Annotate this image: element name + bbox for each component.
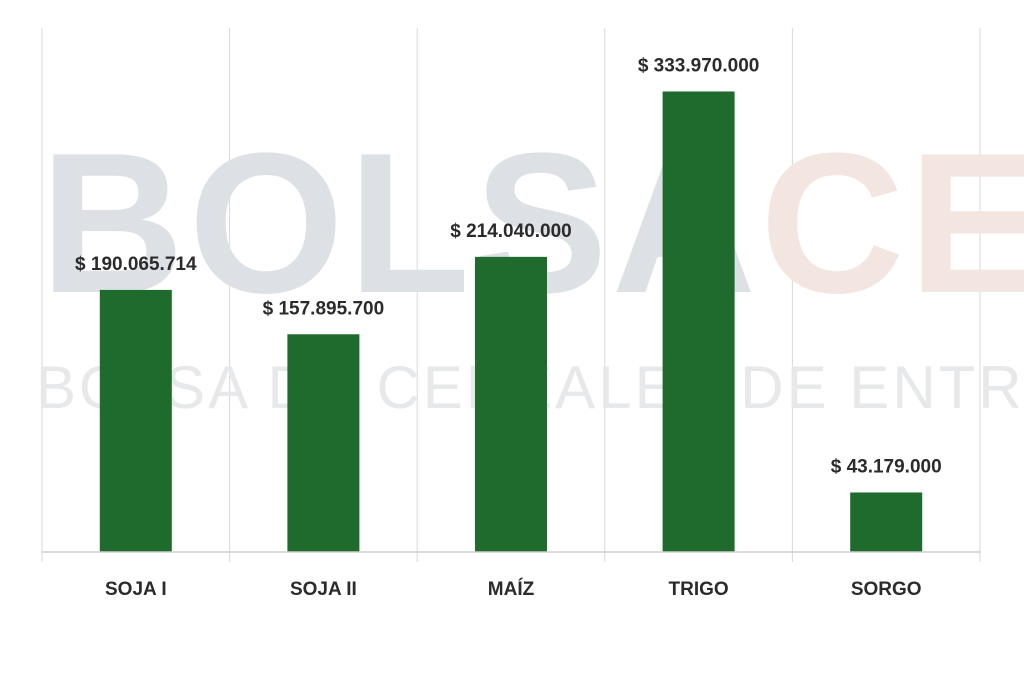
data-label-4: $ 43.179.000 — [831, 456, 942, 477]
bar-3 — [662, 91, 735, 552]
bar-0 — [99, 289, 172, 552]
gridlines — [41, 28, 981, 562]
data-label-1: $ 157.895.700 — [263, 298, 385, 319]
bar-4 — [850, 492, 923, 552]
bar-1 — [287, 334, 360, 552]
category-label-3: TRIGO — [669, 579, 729, 600]
data-label-0: $ 190.065.714 — [75, 254, 197, 275]
bar-2 — [475, 256, 547, 552]
category-label-1: SOJA II — [290, 579, 357, 600]
category-label-4: SORGO — [851, 579, 922, 600]
watermark-logo-part2: CER — [760, 112, 1024, 335]
data-labels: $ 190.065.714 $ 157.895.700 $ 214.040.000 $… — [75, 55, 942, 477]
category-label-2: MAÍZ — [488, 578, 535, 600]
data-label-2: $ 214.040.000 — [450, 221, 572, 242]
data-label-3: $ 333.970.000 — [638, 55, 760, 76]
category-label-0: SOJA I — [105, 579, 167, 600]
category-labels: SOJA I SOJA II MAÍZ TRIGO SORGO — [105, 578, 922, 600]
bars — [99, 91, 923, 552]
